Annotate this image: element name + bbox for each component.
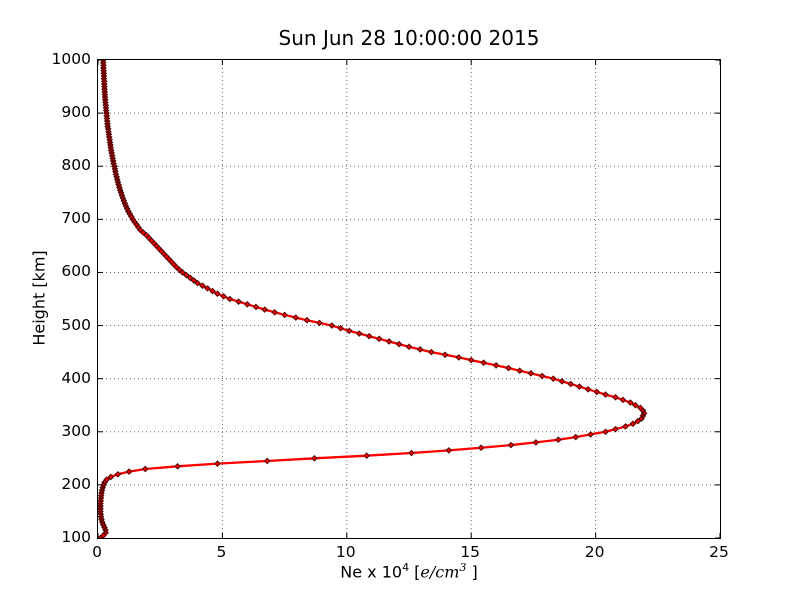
y-tick-label-600: 600 <box>61 262 91 281</box>
x-tick-label-10: 10 <box>335 543 356 561</box>
x-tick-label-20: 20 <box>584 543 605 561</box>
electron-density-profile-line <box>99 60 646 538</box>
x-label-units-exponent: 3 <box>459 561 467 574</box>
x-label-exponent: 4 <box>402 561 410 574</box>
x-label-units: e/cm <box>420 562 460 582</box>
y-tick-label-200: 200 <box>61 474 91 493</box>
plot-svg <box>98 60 720 538</box>
x-tick-label-0: 0 <box>92 543 102 561</box>
plot-area <box>97 59 721 539</box>
data-point-markers <box>98 60 648 538</box>
x-label-prefix: Ne x 10 <box>340 562 403 582</box>
x-label-close-bracket: ] <box>466 562 478 582</box>
y-tick-label-800: 800 <box>61 156 91 175</box>
axis-ticks <box>98 60 720 538</box>
y-tick-label-300: 300 <box>61 421 91 440</box>
y-tick-label-700: 700 <box>61 209 91 228</box>
y-tick-label-400: 400 <box>61 368 91 387</box>
y-tick-label-500: 500 <box>61 315 91 334</box>
plot-title: Sun Jun 28 10:00:00 2015 <box>278 26 540 50</box>
x-label-open-bracket: [ <box>409 562 421 582</box>
y-tick-label-1000: 1000 <box>51 50 91 68</box>
x-tick-label-15: 15 <box>460 543 481 561</box>
x-tick-label-5: 5 <box>216 543 227 561</box>
y-tick-label-900: 900 <box>61 103 91 122</box>
y-tick-label-100: 100 <box>61 528 91 546</box>
x-tick-label-25: 25 <box>709 543 729 561</box>
x-axis-label: Ne x 104 [e/cm3 ] <box>98 561 720 581</box>
